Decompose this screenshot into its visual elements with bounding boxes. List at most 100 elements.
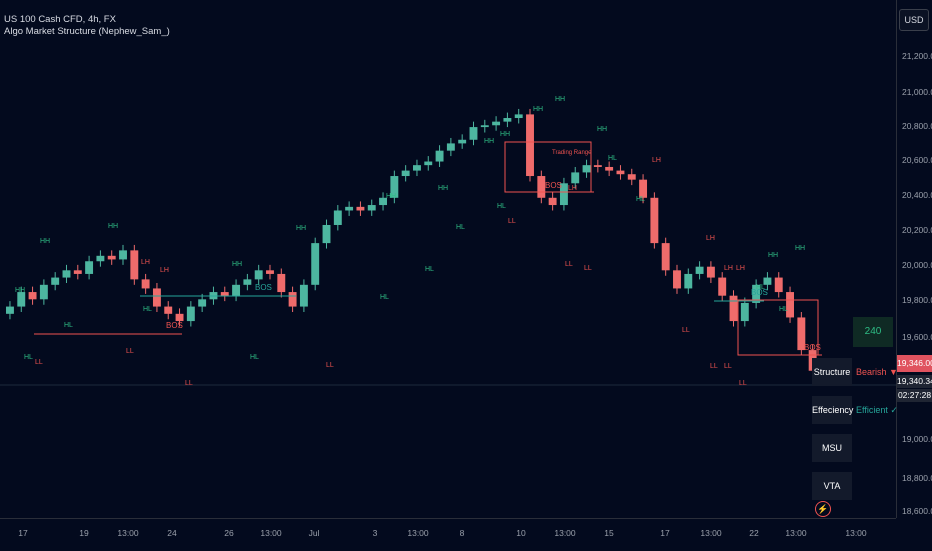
structure-label-hh: HH xyxy=(533,106,543,113)
table-efficiency-label: Effeciency xyxy=(812,396,853,424)
candle-body xyxy=(254,270,263,280)
price-tick: 19,800.00 xyxy=(902,295,932,305)
candle-body xyxy=(299,284,308,307)
candle-body xyxy=(220,292,229,296)
structure-label-ll: LL xyxy=(565,261,573,268)
structure-label-hh: HH xyxy=(108,223,118,230)
candle-body xyxy=(729,295,738,322)
structure-label-hh: HH xyxy=(386,193,396,200)
time-tick: 13:00 xyxy=(117,528,139,538)
lightning-icon[interactable]: ⚡ xyxy=(815,501,831,517)
structure-label-hl: HL xyxy=(456,224,465,231)
candle-body xyxy=(774,277,783,293)
structure-label-hh: HH xyxy=(597,126,607,133)
structure-label-hh: HH xyxy=(484,138,494,145)
structure-labels-group: HH HH HH HH HH HH HH HH HH HH HH HH HH HH HL HL HL HL HL HL… xyxy=(15,96,805,387)
structure-label-hl: HL xyxy=(636,196,645,203)
candle-body xyxy=(39,284,48,300)
price-tick: 20,800.00 xyxy=(902,121,932,131)
candle-body xyxy=(627,174,636,180)
structure-label-hl: HL xyxy=(24,354,33,361)
candle-body xyxy=(356,206,365,211)
time-tick: 26 xyxy=(224,528,234,538)
time-tick: 13:00 xyxy=(407,528,429,538)
candle-body xyxy=(458,139,467,144)
candle-body xyxy=(17,292,26,307)
time-tick: 13:00 xyxy=(260,528,282,538)
candle-body xyxy=(616,170,625,175)
candle-body xyxy=(266,270,274,274)
structure-label-ll: LL xyxy=(326,362,334,369)
last-price-tag: 19,340.34 xyxy=(897,375,932,388)
candle-body xyxy=(96,255,105,262)
time-tick: 13:00 xyxy=(785,528,807,538)
timeframe-box: 240 xyxy=(853,317,893,347)
currency-badge[interactable]: USD xyxy=(899,9,929,31)
candle-body xyxy=(684,273,693,289)
structure-label-lh: LH xyxy=(724,265,733,272)
structure-label-hl: HL xyxy=(425,266,434,273)
symbol-title[interactable]: US 100 Cash CFD, 4h, FX xyxy=(4,14,116,25)
structure-label-hh: HH xyxy=(555,96,565,103)
structure-label-lh: LH xyxy=(652,157,661,164)
price-chart[interactable]: BOS BOS BOS BOS BOS Trading Range HHHHHH… xyxy=(0,0,896,518)
trading-range-box xyxy=(504,141,592,193)
candle-body xyxy=(650,197,659,244)
candle-body xyxy=(107,255,116,260)
chart-header: US 100 Cash CFD, 4h, FX Algo Market Stru… xyxy=(4,14,170,38)
structure-label-ll: LL xyxy=(724,363,732,370)
indicator-title[interactable]: Algo Market Structure (Nephew_Sam_) xyxy=(4,26,170,37)
structure-label-ll: LL xyxy=(35,359,43,366)
time-tick: 22 xyxy=(749,528,759,538)
time-axis[interactable]: 17 19 13:00 24 26 13:00 Jul 3 13:00 8 10 13:00 15 17 1… xyxy=(0,518,896,551)
table-structure-value: Bearish ▼ xyxy=(856,367,898,377)
table-msu-label: MSU xyxy=(812,434,852,462)
structure-label-lh: LH xyxy=(568,185,577,192)
structure-label-hl: HL xyxy=(250,354,259,361)
structure-label-hh: HH xyxy=(768,252,778,259)
price-tick: 20,000.00 xyxy=(902,260,932,270)
candle-body xyxy=(537,176,546,198)
candle-body xyxy=(718,277,727,296)
price-tick: 19,000.00 xyxy=(902,434,932,444)
candle-body xyxy=(548,197,557,206)
structure-label-hh: HH xyxy=(15,287,25,294)
time-tick: 17 xyxy=(660,528,670,538)
candle-body xyxy=(673,270,681,289)
price-axis[interactable]: 21,200.00 21,000.00 20,800.00 20,600.00 20,4… xyxy=(896,0,932,518)
candle-body xyxy=(559,183,568,206)
candle-body xyxy=(73,270,82,274)
candle-body xyxy=(130,250,139,280)
table-efficiency-value: Efficient ✓ xyxy=(856,405,898,415)
candle-body xyxy=(469,127,478,140)
structure-label-ll: LL xyxy=(682,327,690,334)
candle-body xyxy=(379,197,387,206)
bos-label-2: BOS xyxy=(166,321,183,330)
structure-label-hh: HH xyxy=(438,185,448,192)
candle-body xyxy=(232,284,241,296)
structure-label-hl: HL xyxy=(497,203,506,210)
bos-label-1: BOS xyxy=(255,283,272,292)
candle-body xyxy=(198,299,207,307)
candle-body xyxy=(152,288,161,307)
candle-body xyxy=(639,179,648,198)
candle-body xyxy=(119,250,127,260)
price-tick: 20,600.00 xyxy=(902,155,932,165)
time-tick: 10 xyxy=(516,528,526,538)
candle-body xyxy=(492,121,501,126)
candle-body xyxy=(797,317,806,351)
trading-range-label: Trading Range xyxy=(552,150,592,156)
candles-group xyxy=(6,108,817,377)
candle-body xyxy=(28,292,37,300)
candle-body xyxy=(593,165,602,167)
candle-body xyxy=(503,118,512,122)
candle-body xyxy=(763,277,772,285)
structure-label-hh: HH xyxy=(232,261,242,268)
candle-body xyxy=(582,165,591,173)
structure-label-lh: LH xyxy=(736,265,745,272)
bos-label-4: BOS xyxy=(751,288,768,297)
candle-body xyxy=(752,284,761,303)
bos-label-5: BOS xyxy=(804,343,821,352)
structure-label-ll: LL xyxy=(126,348,134,355)
structure-label-hl: HL xyxy=(64,322,73,329)
